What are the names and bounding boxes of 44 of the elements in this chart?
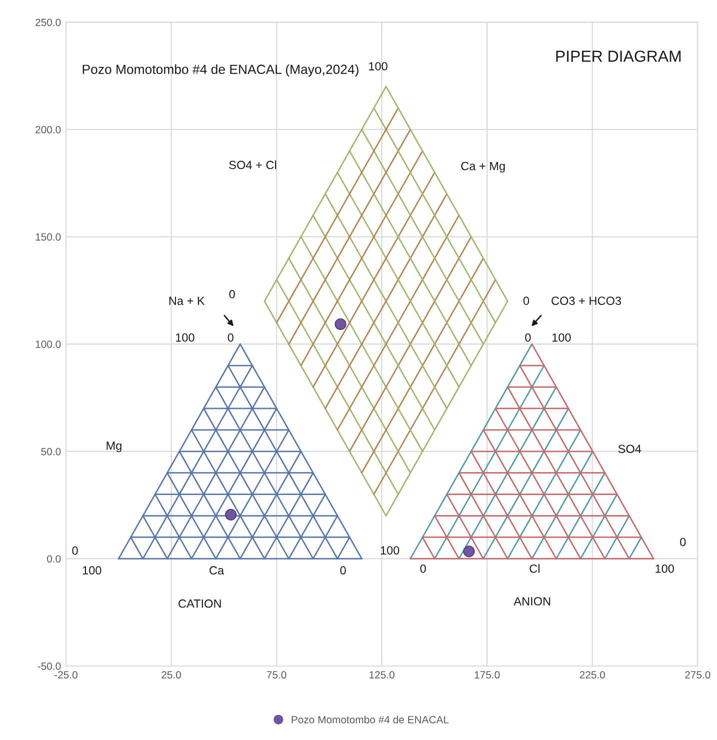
annotation: 0 <box>229 290 235 298</box>
x-tick-label: 25.0 <box>162 671 181 679</box>
annotation: Cl <box>530 564 540 573</box>
annotation: 100 <box>82 566 102 575</box>
point <box>225 508 237 521</box>
annotation: 100 <box>380 546 400 555</box>
point <box>463 546 475 558</box>
annotation: Ca + Mg <box>461 162 505 173</box>
point <box>334 318 346 330</box>
annotation: SO4 <box>618 444 642 454</box>
x-tick-label: 75.0 <box>266 671 286 679</box>
annotation: CATION <box>178 599 221 608</box>
y-tick-label: 0.0 <box>47 555 61 563</box>
annotation: Na + K <box>169 296 205 305</box>
y-tick-label: 250.0 <box>36 18 61 26</box>
annotation: Mg <box>106 442 122 452</box>
x-tick-label: 225.0 <box>580 671 605 679</box>
annotation: 100 <box>552 333 571 342</box>
x-tick-label: 175.0 <box>474 671 500 679</box>
annotation: 0 <box>228 333 234 342</box>
annotation: 0 <box>525 333 531 342</box>
y-tick-label: 50.0 <box>41 448 61 456</box>
annotation: 0 <box>523 296 530 305</box>
annotation: 0 <box>420 564 426 573</box>
x-tick-label: 275.0 <box>685 671 710 679</box>
annotation: SO4 + Cl <box>229 160 276 170</box>
text: Pozo Momotombo #4 de ENACAL (Mayo,2024) <box>82 64 358 77</box>
x-tick-label: 125.0 <box>370 671 394 679</box>
y-tick-label: 100.0 <box>36 340 61 348</box>
y-tick-label: -50.0 <box>38 662 61 670</box>
y-tick-label: 150.0 <box>36 233 61 241</box>
annotation: 0 <box>680 538 686 546</box>
annotation: 100 <box>656 564 674 573</box>
text: PIPER DIAGRAM <box>556 50 681 62</box>
legend-label: Pozo Momotombo #4 de ENACAL <box>292 716 449 724</box>
y-tick-label: 200.0 <box>36 126 61 134</box>
annotation: 0 <box>72 546 78 555</box>
annotation: Ca <box>210 566 224 575</box>
annotation: 100 <box>176 333 194 342</box>
x-tick-label: -25.0 <box>54 671 78 679</box>
annotation: ANION <box>514 597 550 606</box>
annotation: CO3 + HCO3 <box>552 296 621 305</box>
annotation: 100 <box>369 62 388 70</box>
annotation: 0 <box>340 566 346 575</box>
